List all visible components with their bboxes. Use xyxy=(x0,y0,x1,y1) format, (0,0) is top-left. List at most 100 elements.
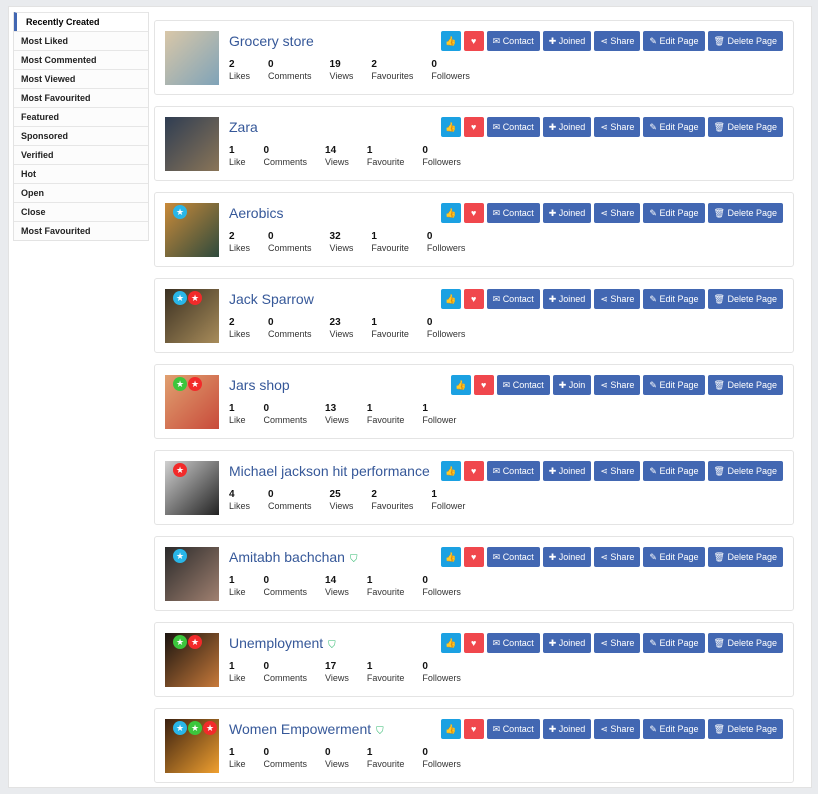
share-button[interactable]: ⋖ Share xyxy=(594,461,641,481)
like-button[interactable]: 👍 xyxy=(440,203,461,223)
share-button[interactable]: ⋖ Share xyxy=(594,375,641,395)
contact-button[interactable]: ✉ Contact xyxy=(486,31,540,51)
edit-page-button[interactable]: ✎ Edit Page xyxy=(643,547,705,567)
delete-page-button[interactable]: 🗑 Delete Page xyxy=(707,461,783,481)
page-thumbnail[interactable] xyxy=(165,31,219,85)
favourite-button[interactable]: ♥ xyxy=(473,375,494,395)
like-button[interactable]: 👍 xyxy=(440,117,461,137)
join-button[interactable]: ✚ Join xyxy=(552,375,592,395)
sidebar-item[interactable]: Hot xyxy=(14,164,148,183)
delete-page-button[interactable]: 🗑 Delete Page xyxy=(707,375,783,395)
sidebar-item[interactable]: Verified xyxy=(14,145,148,164)
edit-page-button[interactable]: ✎ Edit Page xyxy=(643,117,705,137)
sidebar-item[interactable]: Most Viewed xyxy=(14,69,148,88)
join-button[interactable]: ✚ Joined xyxy=(542,117,592,137)
page-title-link[interactable]: Zara xyxy=(229,119,258,135)
delete-page-button[interactable]: 🗑 Delete Page xyxy=(707,719,783,739)
sidebar-item[interactable]: Recently Created xyxy=(14,12,148,31)
stat-1: 0 Comments xyxy=(268,489,312,511)
like-button[interactable]: 👍 xyxy=(440,719,461,739)
like-button[interactable]: 👍 xyxy=(440,547,461,567)
stat-0: 2 Likes xyxy=(229,231,250,253)
sidebar-item[interactable]: Sponsored xyxy=(14,126,148,145)
page-title-link[interactable]: Jars shop xyxy=(229,377,290,393)
sidebar-item[interactable]: Open xyxy=(14,183,148,202)
favourite-button[interactable]: ♥ xyxy=(463,461,484,481)
join-button[interactable]: ✚ Joined xyxy=(542,547,592,567)
favourite-button[interactable]: ♥ xyxy=(463,203,484,223)
contact-button[interactable]: ✉ Contact xyxy=(486,117,540,137)
favourite-button[interactable]: ♥ xyxy=(463,547,484,567)
join-button[interactable]: ✚ Joined xyxy=(542,461,592,481)
share-button[interactable]: ⋖ Share xyxy=(594,547,641,567)
page-thumbnail[interactable]: ★ xyxy=(165,547,219,601)
delete-page-button[interactable]: 🗑 Delete Page xyxy=(707,203,783,223)
favourite-button[interactable]: ♥ xyxy=(463,117,484,137)
favourite-button[interactable]: ♥ xyxy=(463,289,484,309)
page-thumbnail[interactable] xyxy=(165,117,219,171)
page-title-link[interactable]: Unemployment xyxy=(229,635,324,651)
sidebar-item[interactable]: Most Favourited xyxy=(14,221,148,240)
page-title-link[interactable]: Jack Sparrow xyxy=(229,291,314,307)
edit-page-button[interactable]: ✎ Edit Page xyxy=(643,375,705,395)
like-button[interactable]: 👍 xyxy=(440,31,461,51)
delete-page-button[interactable]: 🗑 Delete Page xyxy=(707,547,783,567)
edit-page-button[interactable]: ✎ Edit Page xyxy=(643,461,705,481)
favourite-button[interactable]: ♥ xyxy=(463,31,484,51)
share-button[interactable]: ⋖ Share xyxy=(594,289,641,309)
page-thumbnail[interactable]: ★ xyxy=(165,461,219,515)
join-button[interactable]: ✚ Joined xyxy=(542,203,592,223)
page-thumbnail[interactable]: ★ ★ xyxy=(165,633,219,687)
edit-page-button[interactable]: ✎ Edit Page xyxy=(643,289,705,309)
delete-page-button[interactable]: 🗑 Delete Page xyxy=(707,289,783,309)
stat-0: 1 Like xyxy=(229,403,246,425)
page-title-link[interactable]: Aerobics xyxy=(229,205,284,221)
edit-page-button[interactable]: ✎ Edit Page xyxy=(643,719,705,739)
contact-button[interactable]: ✉ Contact xyxy=(486,461,540,481)
edit-page-button[interactable]: ✎ Edit Page xyxy=(643,203,705,223)
delete-page-button[interactable]: 🗑 Delete Page xyxy=(707,31,783,51)
sidebar-item[interactable]: Most Commented xyxy=(14,50,148,69)
contact-button[interactable]: ✉ Contact xyxy=(496,375,550,395)
join-button[interactable]: ✚ Joined xyxy=(542,31,592,51)
contact-button[interactable]: ✉ Contact xyxy=(486,203,540,223)
edit-page-button[interactable]: ✎ Edit Page xyxy=(643,31,705,51)
share-button[interactable]: ⋖ Share xyxy=(594,31,641,51)
join-button[interactable]: ✚ Joined xyxy=(542,289,592,309)
sidebar-item[interactable]: Most Favourited xyxy=(14,88,148,107)
contact-button[interactable]: ✉ Contact xyxy=(486,633,540,653)
stat-label: Comments xyxy=(268,243,312,253)
like-button[interactable]: 👍 xyxy=(440,461,461,481)
contact-button[interactable]: ✉ Contact xyxy=(486,719,540,739)
page-thumbnail[interactable]: ★ ★ xyxy=(165,289,219,343)
share-button[interactable]: ⋖ Share xyxy=(594,719,641,739)
page-thumbnail[interactable]: ★ ★ ★ xyxy=(165,719,219,773)
favourite-button[interactable]: ♥ xyxy=(463,633,484,653)
like-button[interactable]: 👍 xyxy=(440,633,461,653)
delete-page-button[interactable]: 🗑 Delete Page xyxy=(707,117,783,137)
stat-value: 1 xyxy=(366,575,373,586)
sidebar-item[interactable]: Close xyxy=(14,202,148,221)
page-thumbnail[interactable]: ★ ★ xyxy=(165,375,219,429)
page-thumbnail[interactable]: ★ xyxy=(165,203,219,257)
page-title-link[interactable]: Michael jackson hit performance xyxy=(229,463,430,479)
contact-button[interactable]: ✉ Contact xyxy=(486,547,540,567)
page-title-link[interactable]: Grocery store xyxy=(229,33,314,49)
blue-star-badge-icon: ★ xyxy=(173,549,187,563)
share-button[interactable]: ⋖ Share xyxy=(594,117,641,137)
join-button[interactable]: ✚ Joined xyxy=(542,719,592,739)
share-label: Share xyxy=(610,638,635,648)
join-button[interactable]: ✚ Joined xyxy=(542,633,592,653)
edit-page-button[interactable]: ✎ Edit Page xyxy=(643,633,705,653)
favourite-button[interactable]: ♥ xyxy=(463,719,484,739)
like-button[interactable]: 👍 xyxy=(450,375,471,395)
like-button[interactable]: 👍 xyxy=(440,289,461,309)
sidebar-item[interactable]: Most Liked xyxy=(14,31,148,50)
sidebar-item[interactable]: Featured xyxy=(14,107,148,126)
delete-page-button[interactable]: 🗑 Delete Page xyxy=(707,633,783,653)
page-title-link[interactable]: Women Empowerment xyxy=(229,721,372,737)
share-button[interactable]: ⋖ Share xyxy=(594,203,641,223)
contact-button[interactable]: ✉ Contact xyxy=(486,289,540,309)
page-title-link[interactable]: Amitabh bachchan xyxy=(229,549,345,565)
share-button[interactable]: ⋖ Share xyxy=(594,633,641,653)
